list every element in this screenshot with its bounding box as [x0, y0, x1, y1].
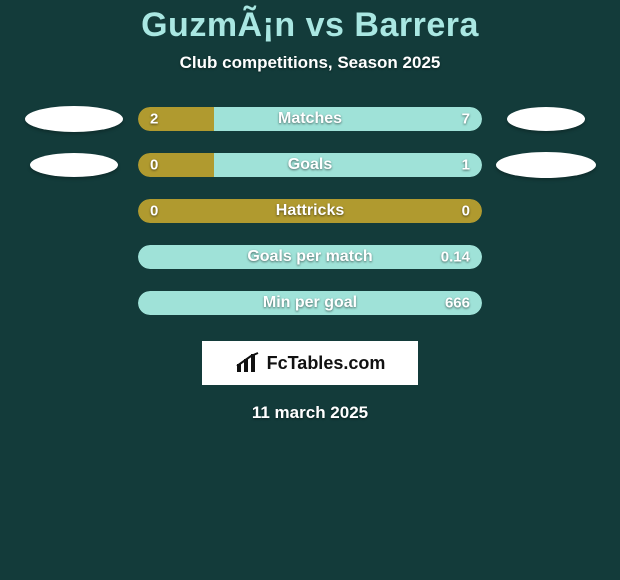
stat-label: Goals per match	[247, 248, 372, 266]
left-value: 0	[150, 157, 158, 174]
right-team-badge	[496, 107, 596, 131]
bar-chart-icon	[235, 352, 261, 374]
right-value: 666	[445, 295, 470, 312]
stat-bar: 2 7 Matches	[138, 107, 482, 131]
right-value: 0	[462, 203, 470, 220]
left-team-badge	[24, 106, 124, 132]
brand-logo-text: FcTables.com	[267, 353, 386, 374]
stat-bar: 0.14 Goals per match	[138, 245, 482, 269]
stat-label: Hattricks	[276, 202, 344, 220]
stat-bar: 0 0 Hattricks	[138, 199, 482, 223]
right-value: 7	[462, 111, 470, 128]
page-title: GuzmÃ¡n vs Barrera	[0, 0, 620, 45]
stats-rows: 2 7 Matches 0 1 Goals 0 0 Hattricks 0.14 Goals per…	[0, 107, 620, 315]
stat-row: 0.14 Goals per match	[0, 245, 620, 269]
right-value: 0.14	[441, 249, 470, 266]
date-label: 11 march 2025	[0, 403, 620, 423]
subtitle: Club competitions, Season 2025	[0, 53, 620, 73]
stat-row: 0 1 Goals	[0, 153, 620, 177]
stat-bar: 666 Min per goal	[138, 291, 482, 315]
right-value: 1	[462, 157, 470, 174]
stat-label: Matches	[278, 110, 342, 128]
left-value: 0	[150, 203, 158, 220]
stat-row: 0 0 Hattricks	[0, 199, 620, 223]
bar-segment-right	[214, 107, 482, 131]
brand-logo: FcTables.com	[202, 341, 418, 385]
right-team-badge	[496, 152, 596, 178]
stat-row: 666 Min per goal	[0, 291, 620, 315]
stat-bar: 0 1 Goals	[138, 153, 482, 177]
comparison-panel: GuzmÃ¡n vs Barrera Club competitions, Se…	[0, 0, 620, 580]
stat-row: 2 7 Matches	[0, 107, 620, 131]
stat-label: Goals	[288, 156, 332, 174]
bar-segment-right	[214, 153, 482, 177]
left-value: 2	[150, 111, 158, 128]
left-team-badge	[24, 153, 124, 177]
stat-label: Min per goal	[263, 294, 357, 312]
